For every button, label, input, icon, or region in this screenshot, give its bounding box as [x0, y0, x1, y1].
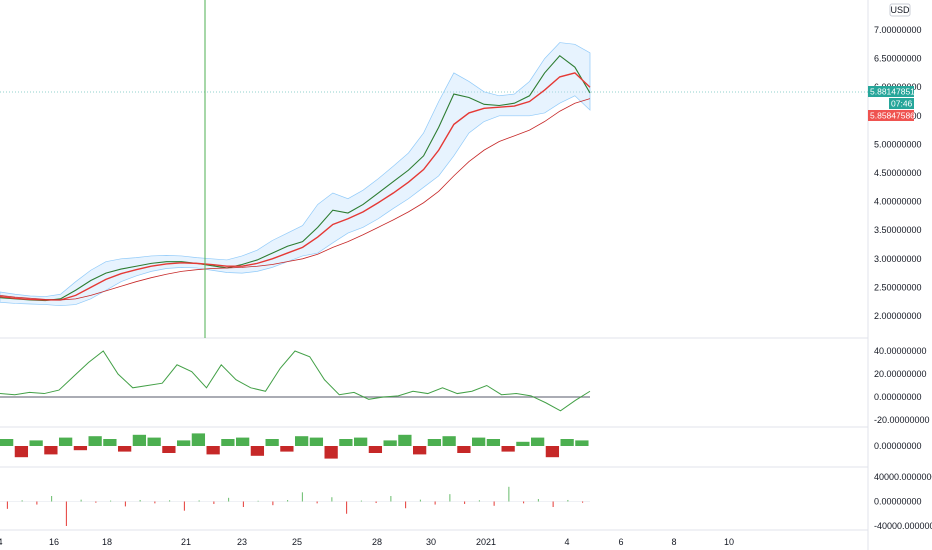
- histogram-bar: [442, 436, 456, 446]
- price-axis-tick: 3.00000000: [874, 254, 922, 264]
- histogram-bar: [295, 436, 309, 446]
- histogram-bar: [472, 437, 486, 446]
- x-axis-ticks: 4 16 18 21 23 25 28 30 2021 4 6 8 10: [0, 537, 734, 547]
- currency-badge[interactable]: [889, 3, 911, 17]
- price-series: [0, 54, 591, 302]
- second-price-value: 5.85847586: [870, 111, 915, 121]
- price-axis-tick: 6.50000000: [874, 54, 922, 64]
- x-axis-tick: 23: [237, 537, 247, 547]
- histogram-bar: [324, 446, 338, 459]
- price-axis-tick: 7.00000000: [874, 25, 922, 35]
- histogram-bar: [560, 439, 574, 446]
- histogram-bar: [118, 446, 132, 452]
- histogram-bar: [516, 441, 530, 446]
- histogram-bar: [59, 437, 73, 446]
- volume-axis-tick: 0.00000000: [874, 497, 922, 507]
- x-axis-tick: 16: [49, 537, 59, 547]
- oscillator-series: [0, 350, 591, 412]
- price-axis-tick: 2.00000000: [874, 311, 922, 321]
- histogram-bar: [265, 439, 279, 446]
- oscillator-axis-tick: 20.00000000: [874, 369, 927, 379]
- histogram-bar: [501, 446, 515, 452]
- histogram-bar: [236, 437, 250, 446]
- oscillator-axis-tick: 40.00000000: [874, 346, 927, 356]
- price-axis-tick: 5.00000000: [874, 139, 922, 149]
- currency-label: USD: [890, 5, 910, 15]
- last-price-value: 5.88147851: [870, 87, 915, 97]
- histogram-bar: [250, 446, 265, 456]
- histogram-bar: [398, 434, 412, 446]
- histogram-bar: [162, 446, 176, 453]
- histogram-bar: [368, 446, 383, 453]
- volume-axis-tick: 40000.00000000: [874, 472, 932, 482]
- histogram-bar: [531, 437, 545, 446]
- bollinger-band: [0, 42, 591, 307]
- x-axis-tick: 30: [426, 537, 436, 547]
- x-axis-tick: 18: [102, 537, 112, 547]
- x-axis-tick: 2021: [476, 537, 496, 547]
- fast-ma-line: [0, 72, 591, 301]
- histogram-axis-tick: 0.00000000: [874, 441, 922, 451]
- x-axis-tick: 8: [671, 537, 676, 547]
- x-axis-tick: 28: [372, 537, 382, 547]
- histogram-bar: [206, 446, 220, 455]
- histogram-bar: [339, 439, 353, 446]
- histogram-bar: [14, 446, 29, 458]
- price-axis-tick: 3.50000000: [874, 225, 922, 235]
- price-axis-tick: 4.00000000: [874, 197, 922, 207]
- x-axis-tick: 21: [181, 537, 191, 547]
- price-axis-tick: 4.50000000: [874, 168, 922, 178]
- last-price-tag: [868, 86, 914, 97]
- histogram-bar: [413, 446, 427, 455]
- price-axis-tick: 2.50000000: [874, 282, 922, 292]
- histogram-bar: [575, 440, 589, 446]
- oscillator-axis-tick: -20.00000000: [874, 415, 930, 425]
- histogram-bar: [177, 440, 191, 446]
- histogram-bar: [280, 446, 294, 452]
- histogram-bar: [88, 436, 102, 446]
- histogram-bar: [0, 439, 14, 446]
- second-price-tag: [868, 110, 914, 121]
- histogram-bar: [73, 446, 88, 451]
- price-band-area: [0, 42, 591, 307]
- histogram-bar: [354, 437, 368, 446]
- histogram-bar: [309, 437, 324, 446]
- histogram-bar: [221, 439, 235, 446]
- histogram-bars: [0, 433, 589, 459]
- countdown-tag: [889, 98, 914, 109]
- volume-delta-bars: [0, 486, 590, 526]
- x-axis-tick: 25: [292, 537, 302, 547]
- histogram-bar: [103, 439, 117, 446]
- oscillator-axis-tick: 0.00000000: [874, 392, 922, 402]
- histogram-bar: [427, 439, 442, 446]
- x-axis-tick: 6: [618, 537, 623, 547]
- histogram-bar: [29, 440, 43, 446]
- x-axis-tick: 4: [0, 537, 3, 547]
- histogram-bar: [147, 437, 161, 446]
- x-axis-tick: 4: [564, 537, 569, 547]
- histogram-bar: [132, 434, 147, 446]
- x-axis-tick: 10: [724, 537, 734, 547]
- histogram-bar: [486, 439, 501, 446]
- histogram-bar: [457, 446, 471, 453]
- countdown-value: 07:46: [891, 99, 913, 109]
- histogram-bar: [191, 433, 206, 446]
- histogram-bar: [545, 446, 560, 458]
- oscillator-line: [0, 350, 591, 412]
- histogram-bar: [383, 440, 397, 446]
- histogram-bar: [44, 446, 58, 455]
- slow-ma-line: [0, 98, 591, 301]
- price-line: [0, 54, 591, 302]
- volume-axis-tick: -40000.00000000: [874, 521, 932, 531]
